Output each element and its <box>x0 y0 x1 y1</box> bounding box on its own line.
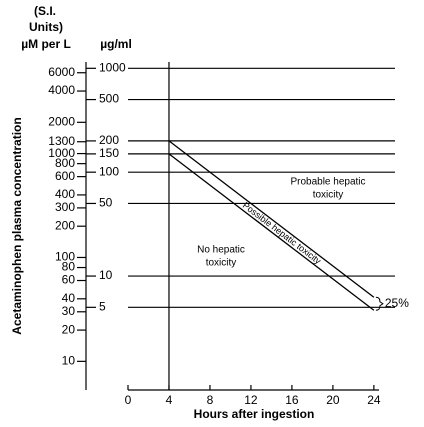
x-tick-label: 12 <box>244 393 258 407</box>
y-tick-label: 5 <box>99 299 106 313</box>
y2-tick-label: 1000 <box>48 146 75 160</box>
header: Units) <box>29 20 63 34</box>
annotation: toxicity <box>313 190 344 201</box>
y-tick-label: 150 <box>99 146 119 160</box>
nomogram-line <box>168 140 375 298</box>
annotation: No hepatic <box>197 245 245 256</box>
y2-tick-label: 2000 <box>48 114 75 128</box>
y2-tick-label: 600 <box>55 169 75 183</box>
y2-units: µM per L <box>21 37 71 51</box>
y2-tick-label: 60 <box>62 273 76 287</box>
x-tick-label: 20 <box>326 393 340 407</box>
y2-tick-label: 1300 <box>48 134 75 148</box>
y2-tick-label: 4000 <box>48 83 75 97</box>
y2-tick-label: 20 <box>62 322 76 336</box>
header: (S.I. <box>34 4 56 18</box>
x-tick-label: 4 <box>166 393 173 407</box>
y2-tick-label: 400 <box>55 187 75 201</box>
bracket <box>375 296 384 311</box>
y2-tick-label: 30 <box>62 304 76 318</box>
y2-tick-label: 10 <box>62 354 76 368</box>
y-tick-label: 200 <box>99 133 119 147</box>
y-tick-label: 500 <box>99 92 119 106</box>
x-axis-title: Hours after ingestion <box>194 407 315 421</box>
y-tick-label: 100 <box>99 164 119 178</box>
y-tick-label: 10 <box>99 268 113 282</box>
band-label: Possible hepatic toxicity <box>241 200 323 266</box>
x-tick-label: 16 <box>285 393 299 407</box>
x-tick-label: 24 <box>367 393 381 407</box>
y2-tick-label: 100 <box>55 250 75 264</box>
bracket-label: 25% <box>385 296 409 310</box>
y2-tick-label: 800 <box>55 156 75 170</box>
y2-tick-label: 300 <box>55 200 75 214</box>
y2-tick-label: 200 <box>55 218 75 232</box>
y-axis-title: Acetaminophen plasma concentration <box>10 117 24 334</box>
x-tick-label: 0 <box>125 393 132 407</box>
nomogram-line <box>168 153 375 311</box>
y2-tick-label: 80 <box>62 260 76 274</box>
annotation: Probable hepatic <box>290 177 365 188</box>
annotation: toxicity <box>206 258 237 269</box>
x-tick-label: 8 <box>207 393 214 407</box>
y-tick-label: 50 <box>99 196 113 210</box>
y2-tick-label: 6000 <box>48 65 75 79</box>
y-units: µg/ml <box>100 37 132 51</box>
y2-tick-label: 40 <box>62 291 76 305</box>
y-tick-label: 1000 <box>99 60 126 74</box>
